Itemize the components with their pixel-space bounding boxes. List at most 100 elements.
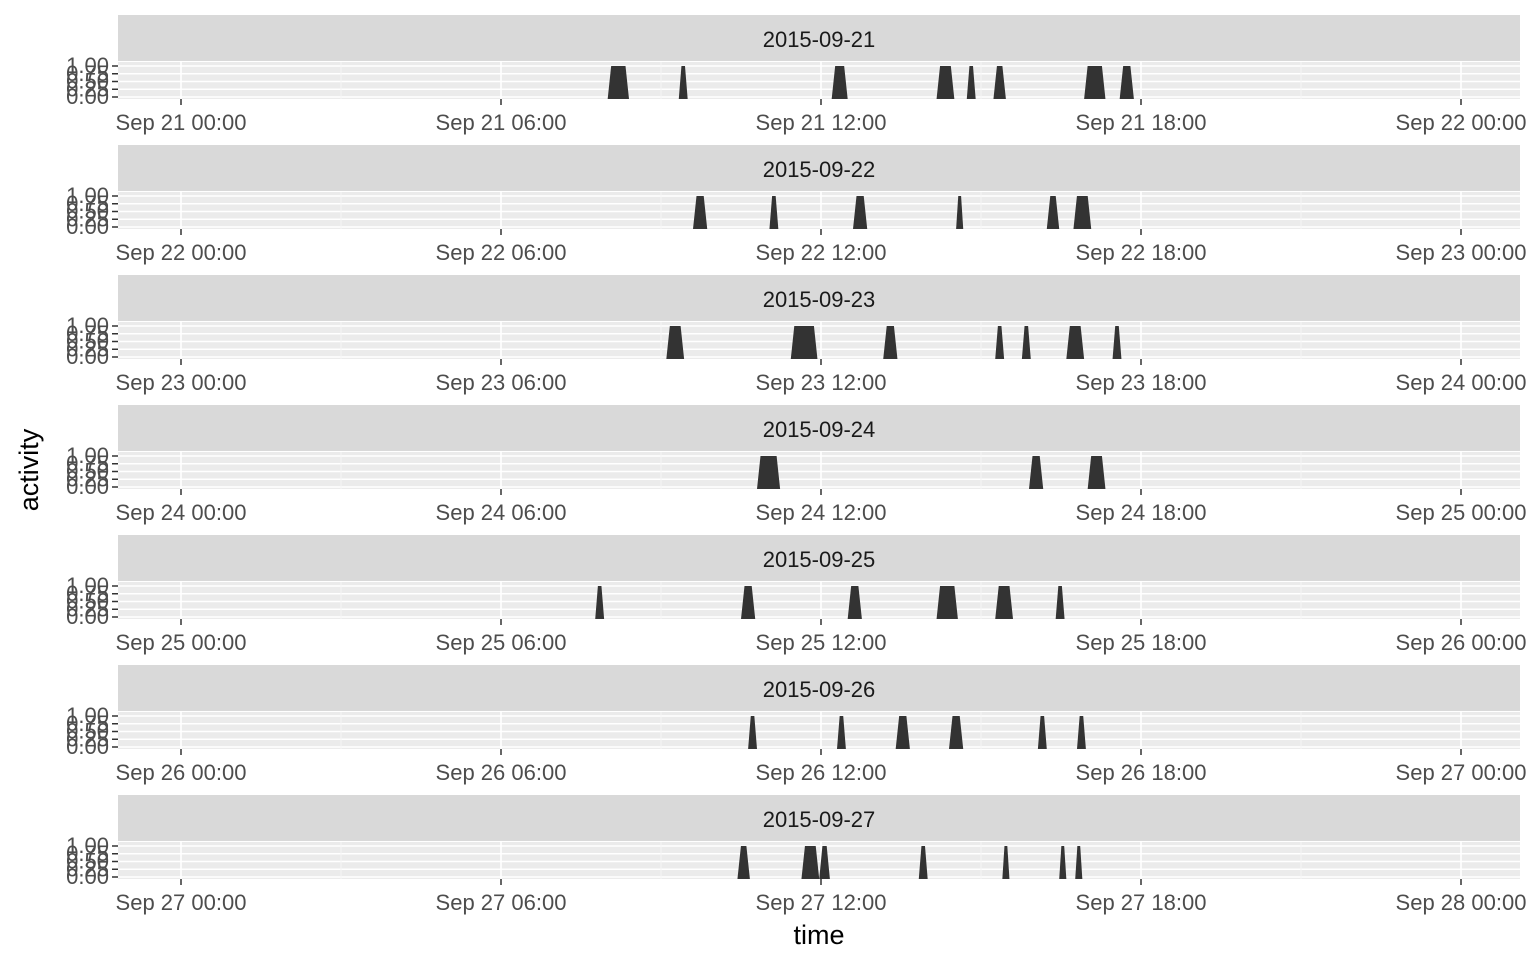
facet-strip-label: 2015-09-27 (763, 807, 876, 832)
y-tick-label: 0.50 (66, 719, 109, 744)
x-tick-label: Sep 21 06:00 (436, 110, 567, 135)
activity-burst (1029, 456, 1044, 489)
x-tick-label: Sep 25 00:00 (1396, 500, 1527, 525)
y-tick-label: 0.00 (66, 604, 109, 629)
x-tick-label: Sep 26 00:00 (1396, 630, 1527, 655)
y-tick-label: 0.25 (66, 726, 109, 751)
y-tick-label: 0.00 (66, 84, 109, 109)
x-tick-label: Sep 25 12:00 (756, 630, 887, 655)
activity-burst (1055, 586, 1065, 619)
activity-burst (819, 846, 830, 879)
y-tick-label: 0.50 (66, 589, 109, 614)
y-tick-label: 0.75 (66, 581, 109, 606)
activity-burst (831, 66, 848, 99)
facet-panel: 2015-09-22 0.000.250.500.751.00 Sep 22 00:… (66, 145, 1526, 265)
activity-burst (995, 586, 1013, 619)
y-tick-label: 1.00 (66, 183, 109, 208)
y-tick-label: 0.25 (66, 206, 109, 231)
y-tick-label: 0.25 (66, 596, 109, 621)
facet-strip-label: 2015-09-25 (763, 547, 876, 572)
facet-strip-label: 2015-09-24 (763, 417, 876, 442)
activity-burst (936, 66, 955, 99)
plot-area (118, 452, 1520, 489)
activity-burst (956, 196, 964, 229)
activity-burst (1112, 326, 1122, 359)
x-tick-label: Sep 26 18:00 (1076, 760, 1207, 785)
y-tick-label: 1.00 (66, 833, 109, 858)
y-tick-label: 0.00 (66, 214, 109, 239)
x-tick-label: Sep 27 18:00 (1076, 890, 1207, 915)
activity-burst (607, 66, 629, 99)
facet-strip (118, 535, 1520, 581)
activity-burst (757, 456, 781, 489)
y-tick-label: 0.25 (66, 336, 109, 361)
activity-burst (1021, 326, 1031, 359)
plot-area (118, 192, 1520, 229)
facet-strip-label: 2015-09-26 (763, 677, 876, 702)
x-tick-label: Sep 26 12:00 (756, 760, 887, 785)
x-tick-label: Sep 22 12:00 (756, 240, 887, 265)
x-tick-label: Sep 23 00:00 (116, 370, 247, 395)
y-tick-label: 0.50 (66, 69, 109, 94)
plot-area (118, 62, 1520, 99)
x-tick-label: Sep 24 12:00 (756, 500, 887, 525)
y-axis-title: activity (14, 428, 44, 511)
y-tick-label: 0.00 (66, 474, 109, 499)
x-tick-label: Sep 27 12:00 (756, 890, 887, 915)
activity-burst (1066, 326, 1085, 359)
y-tick-label: 0.50 (66, 199, 109, 224)
facet-strip (118, 405, 1520, 451)
activity-burst (666, 326, 685, 359)
activity-burst (1002, 846, 1010, 879)
x-tick-label: Sep 24 00:00 (116, 500, 247, 525)
plot-area (118, 842, 1520, 879)
activity-burst (1087, 456, 1106, 489)
y-tick-label: 1.00 (66, 313, 109, 338)
facet-panel: 2015-09-23 0.000.250.500.751.00 Sep 23 00:… (66, 275, 1526, 395)
activity-burst (837, 716, 846, 749)
x-tick-label: Sep 21 18:00 (1076, 110, 1207, 135)
y-tick-label: 0.50 (66, 329, 109, 354)
facet-strip (118, 15, 1520, 61)
x-tick-label: Sep 25 06:00 (436, 630, 567, 655)
activity-burst (895, 716, 910, 749)
x-tick-label: Sep 24 06:00 (436, 500, 567, 525)
x-tick-label: Sep 24 18:00 (1076, 500, 1207, 525)
activity-burst (1119, 66, 1134, 99)
x-tick-label: Sep 28 00:00 (1396, 890, 1527, 915)
activity-burst (737, 846, 750, 879)
activity-burst (966, 66, 976, 99)
facet-strip-label: 2015-09-22 (763, 157, 876, 182)
y-tick-label: 0.00 (66, 864, 109, 889)
activity-burst (847, 586, 862, 619)
activity-burst (1059, 846, 1067, 879)
activity-burst (748, 716, 757, 749)
x-tick-label: Sep 21 00:00 (116, 110, 247, 135)
facet-strip-label: 2015-09-21 (763, 27, 876, 52)
x-tick-label: Sep 21 12:00 (756, 110, 887, 135)
facet-panel: 2015-09-21 0.000.250.500.751.00 Sep 21 00:… (66, 15, 1526, 135)
x-tick-label: Sep 24 00:00 (1396, 370, 1527, 395)
y-tick-label: 0.50 (66, 459, 109, 484)
activity-burst (769, 196, 779, 229)
plot-area (118, 712, 1520, 749)
y-tick-label: 0.75 (66, 191, 109, 216)
x-tick-label: Sep 25 18:00 (1076, 630, 1207, 655)
x-tick-label: Sep 26 06:00 (436, 760, 567, 785)
x-tick-label: Sep 25 00:00 (116, 630, 247, 655)
y-tick-label: 0.00 (66, 344, 109, 369)
y-tick-label: 1.00 (66, 573, 109, 598)
activity-burst (1075, 846, 1083, 879)
facet-strip (118, 275, 1520, 321)
facet-panel: 2015-09-26 0.000.250.500.751.00 Sep 26 00:… (66, 665, 1526, 785)
facet-panel: 2015-09-25 0.000.250.500.751.00 Sep 25 00:… (66, 535, 1526, 655)
activity-burst (790, 326, 818, 359)
x-tick-label: Sep 23 06:00 (436, 370, 567, 395)
activity-burst (949, 716, 964, 749)
activity-burst (853, 196, 868, 229)
plot-area (118, 322, 1520, 359)
facet-strip (118, 145, 1520, 191)
x-tick-label: Sep 23 00:00 (1396, 240, 1527, 265)
activity-burst (995, 326, 1005, 359)
facet-panel: 2015-09-27 0.000.250.500.751.00 Sep 27 00:… (66, 795, 1526, 915)
